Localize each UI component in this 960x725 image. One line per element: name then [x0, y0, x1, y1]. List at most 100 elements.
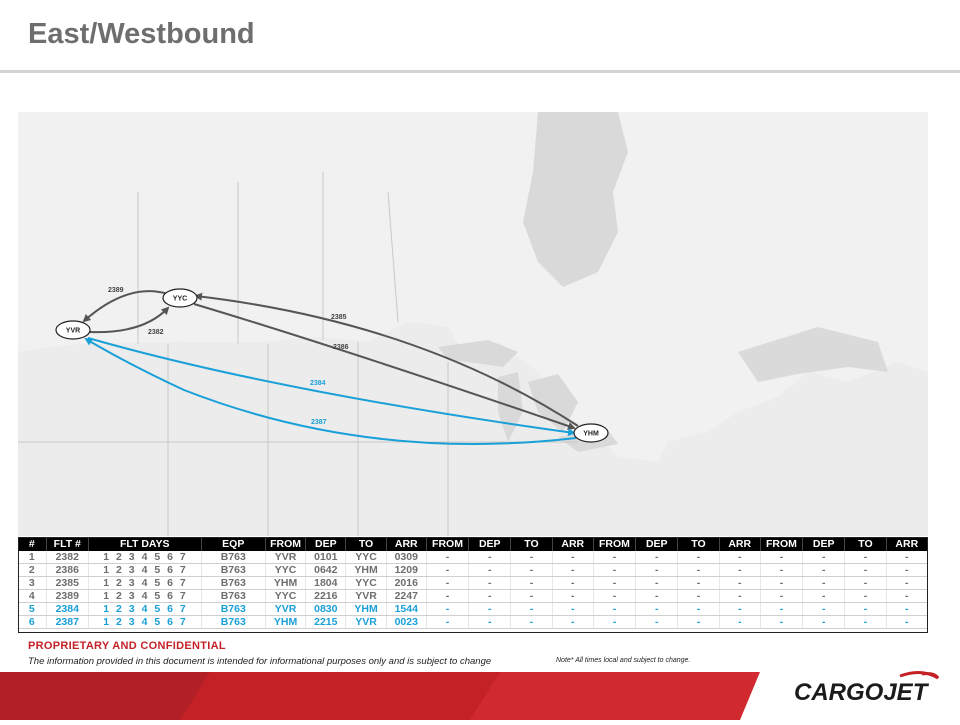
- table-cell: 2385: [46, 576, 89, 590]
- column-header: FROM: [265, 537, 307, 551]
- table-cell: -: [510, 602, 553, 616]
- table-cell: 1 2 3 4 5 6 7: [88, 563, 202, 577]
- table-cell: B763: [201, 602, 266, 616]
- route-label-2384: 2384: [310, 380, 326, 387]
- table-cell: -: [552, 589, 594, 603]
- column-header: DEP: [802, 537, 846, 551]
- table-cell: YHM: [265, 576, 307, 590]
- cargojet-logo: CARGOJET: [792, 670, 942, 710]
- column-header: TO: [345, 537, 387, 551]
- table-cell: -: [552, 551, 594, 564]
- table-cell: 1: [18, 551, 47, 564]
- table-cell: -: [844, 551, 887, 564]
- table-cell: -: [426, 615, 470, 629]
- table-cell: -: [802, 576, 846, 590]
- table-cell: 0830: [305, 602, 347, 616]
- table-cell: -: [844, 589, 887, 603]
- table-cell: B763: [201, 563, 266, 577]
- table-cell: YVR: [345, 615, 387, 629]
- table-cell: -: [886, 602, 929, 616]
- table-cell: -: [886, 551, 929, 564]
- table-cell: -: [677, 576, 720, 590]
- table-cell: -: [677, 563, 720, 577]
- table-cell: B763: [201, 551, 266, 564]
- table-cell: 0642: [305, 563, 347, 577]
- table-cell: -: [719, 576, 761, 590]
- table-cell: YHM: [265, 615, 307, 629]
- table-cell: 2247: [386, 589, 427, 603]
- column-header: TO: [844, 537, 887, 551]
- table-row: 1 2382 1 2 3 4 5 6 7 B763 YVR 0101 YYC 0309- - - -…: [18, 551, 929, 564]
- table-cell: -: [593, 563, 637, 577]
- table-cell: -: [802, 589, 846, 603]
- column-header: FROM: [426, 537, 470, 551]
- route-label-2389: 2389: [108, 287, 124, 294]
- table-row: 6 2387 1 2 3 4 5 6 7 B763 YHM 2215 YVR 0023- - - -…: [18, 615, 929, 629]
- table-cell: YYC: [345, 576, 387, 590]
- table-cell: -: [760, 602, 804, 616]
- table-cell: -: [760, 551, 804, 564]
- table-cell: -: [719, 551, 761, 564]
- table-cell: 2382: [46, 551, 89, 564]
- table-cell: YVR: [265, 602, 307, 616]
- column-header: ARR: [886, 537, 929, 551]
- table-cell: -: [593, 551, 637, 564]
- column-header: TO: [677, 537, 720, 551]
- table-cell: -: [844, 563, 887, 577]
- route-label-2386: 2386: [333, 344, 349, 351]
- table-cell: -: [760, 563, 804, 577]
- table-cell: 2386: [46, 563, 89, 577]
- table-cell: -: [468, 576, 512, 590]
- route-label-2385: 2385: [331, 314, 347, 321]
- node-label-yyc: YYC: [173, 296, 187, 303]
- route-2384: [87, 337, 576, 437]
- title-divider: [0, 70, 960, 73]
- column-header: ARR: [719, 537, 761, 551]
- table-row: 3 2385 1 2 3 4 5 6 7 B763 YHM 1804 YYC 2016- - - -…: [18, 576, 929, 590]
- table-cell: -: [468, 602, 512, 616]
- footer-band: [0, 672, 960, 720]
- table-cell: -: [593, 589, 637, 603]
- column-header: FLT DAYS: [88, 537, 202, 551]
- table-cell: YHM: [345, 563, 387, 577]
- table-cell: -: [719, 615, 761, 629]
- table-cell: YYC: [265, 563, 307, 577]
- table-row: 4 2389 1 2 3 4 5 6 7 B763 YYC 2216 YVR 2247- - - -…: [18, 589, 929, 603]
- table-cell: -: [426, 589, 470, 603]
- column-header: DEP: [468, 537, 512, 551]
- table-cell: -: [886, 576, 929, 590]
- route-label-2387: 2387: [311, 419, 327, 426]
- node-label-yvr: YVR: [66, 328, 80, 335]
- table-cell: -: [719, 563, 761, 577]
- table-cell: -: [719, 602, 761, 616]
- table-cell: -: [719, 589, 761, 603]
- table-cell: 1544: [386, 602, 427, 616]
- table-cell: -: [635, 602, 679, 616]
- node-label-yhm: YHM: [583, 431, 599, 438]
- table-cell: 2384: [46, 602, 89, 616]
- table-cell: 0309: [386, 551, 427, 564]
- table-cell: -: [468, 563, 512, 577]
- table-cell: -: [510, 551, 553, 564]
- table-cell: B763: [201, 589, 266, 603]
- table-cell: -: [552, 563, 594, 577]
- times-note: Note* All times local and subject to cha…: [556, 657, 691, 664]
- table-cell: YVR: [345, 589, 387, 603]
- table-cell: -: [510, 615, 553, 629]
- table-cell: -: [510, 576, 553, 590]
- table-cell: 3: [18, 576, 47, 590]
- table-row: 2 2386 1 2 3 4 5 6 7 B763 YYC 0642 YHM 1209- - - -…: [18, 563, 929, 577]
- table-cell: -: [552, 615, 594, 629]
- table-cell: -: [802, 551, 846, 564]
- table-cell: YYC: [265, 589, 307, 603]
- table-cell: -: [635, 589, 679, 603]
- table-cell: 2: [18, 563, 47, 577]
- table-cell: -: [635, 551, 679, 564]
- table-cell: -: [635, 615, 679, 629]
- table-cell: -: [886, 615, 929, 629]
- table-cell: 6: [18, 615, 47, 629]
- table-cell: 5: [18, 602, 47, 616]
- table-cell: -: [468, 551, 512, 564]
- table-cell: -: [844, 602, 887, 616]
- table-cell: -: [510, 589, 553, 603]
